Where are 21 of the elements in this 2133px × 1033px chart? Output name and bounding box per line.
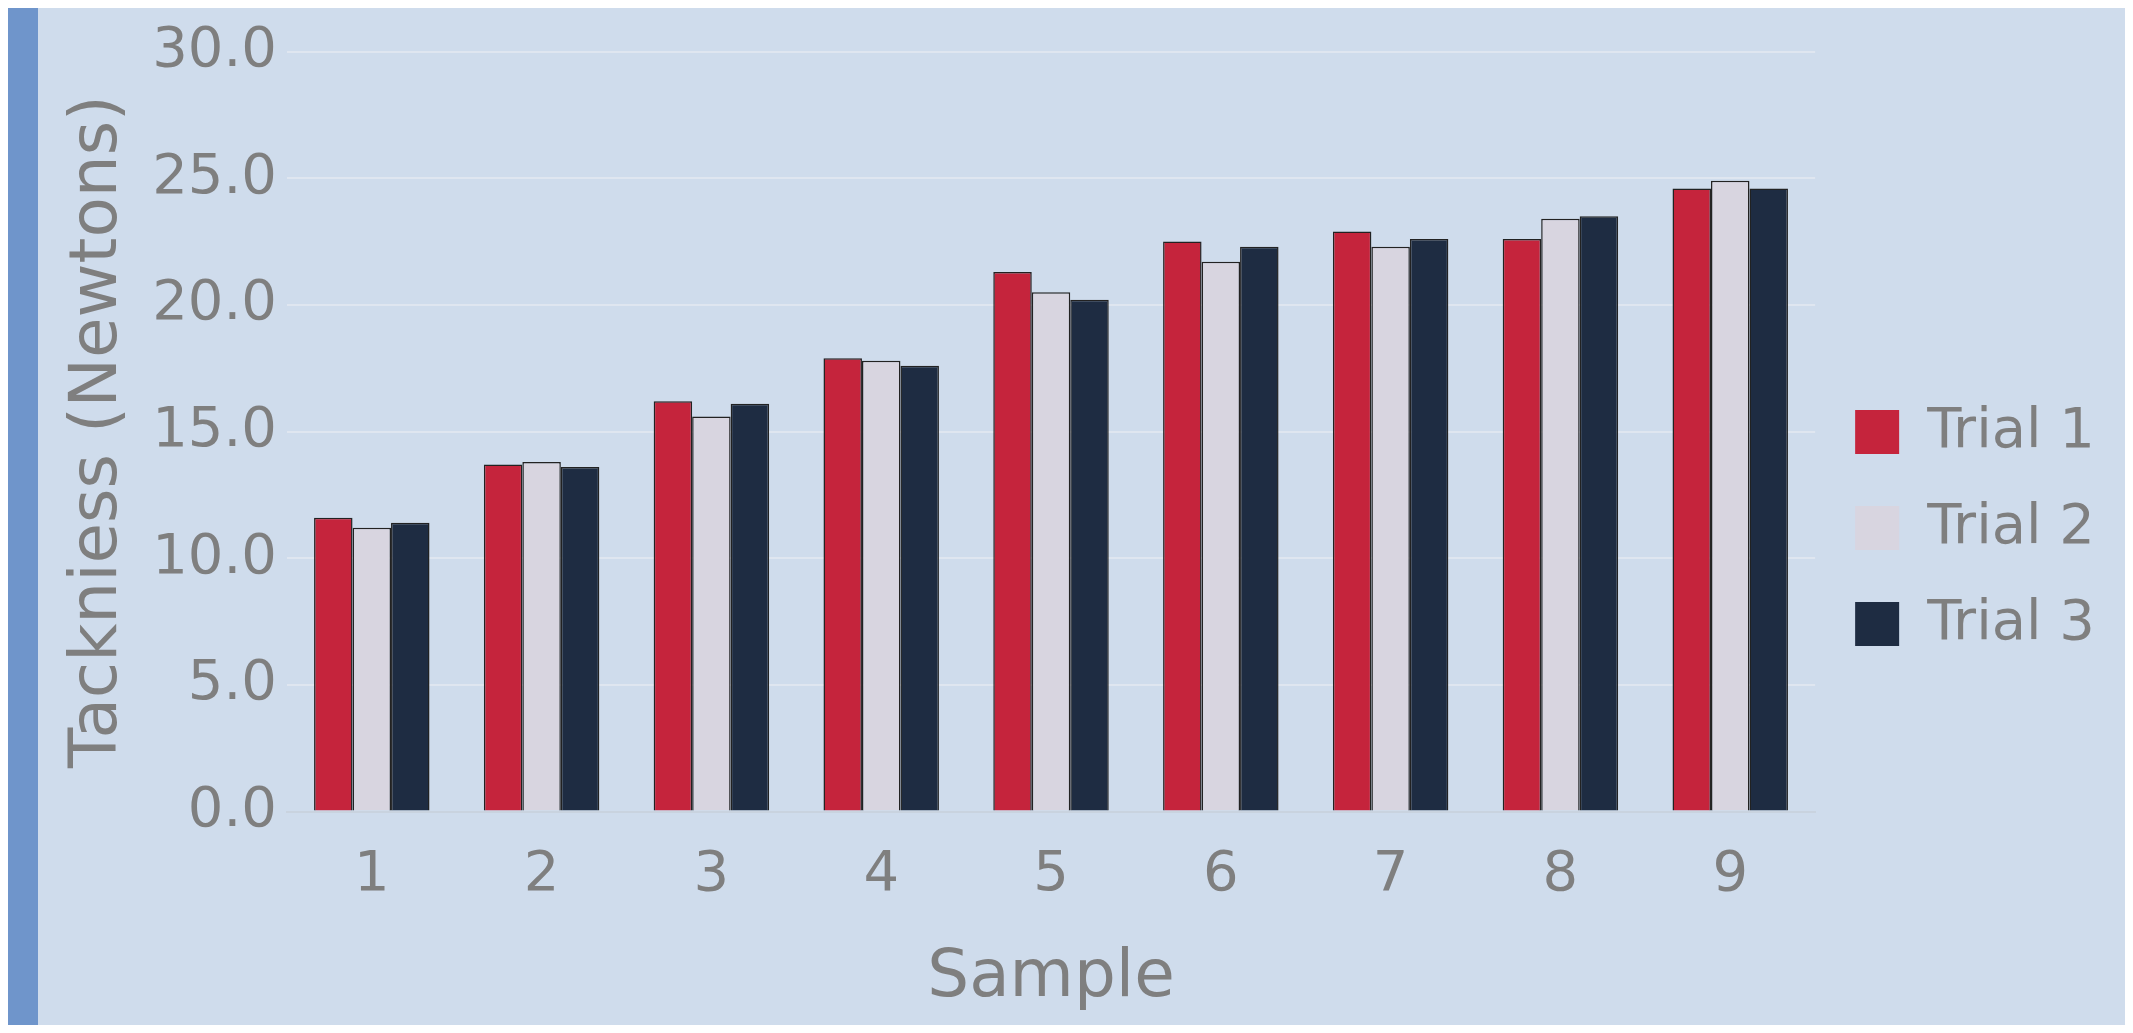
x-tick-label: 2 xyxy=(523,837,560,903)
x-tick-label: 1 xyxy=(353,837,390,903)
y-axis-title: Tackniess (Newtons) xyxy=(54,95,132,769)
legend-label: Trial 2 xyxy=(1926,490,2096,556)
y-tick-label: 25.0 xyxy=(152,140,277,206)
x-tick-label: 7 xyxy=(1372,837,1409,903)
y-tick-label: 5.0 xyxy=(187,647,277,713)
y-tick-label: 20.0 xyxy=(152,267,277,333)
x-tick-label: 8 xyxy=(1542,837,1579,903)
x-tick-label: 3 xyxy=(693,837,730,903)
y-tick-label: 10.0 xyxy=(152,520,277,586)
legend-label: Trial 1 xyxy=(1926,394,2096,460)
y-tick-label: 15.0 xyxy=(152,394,277,460)
x-tick-label: 4 xyxy=(863,837,900,903)
legend-label: Trial 3 xyxy=(1926,586,2096,652)
x-tick-label: 6 xyxy=(1203,837,1239,903)
y-tick-label: 0.0 xyxy=(187,774,277,840)
x-tick-label: 9 xyxy=(1712,837,1749,903)
x-tick-label: 5 xyxy=(1033,837,1069,903)
y-tick-label: 30.0 xyxy=(152,14,277,80)
x-axis-title: Sample xyxy=(927,934,1175,1012)
